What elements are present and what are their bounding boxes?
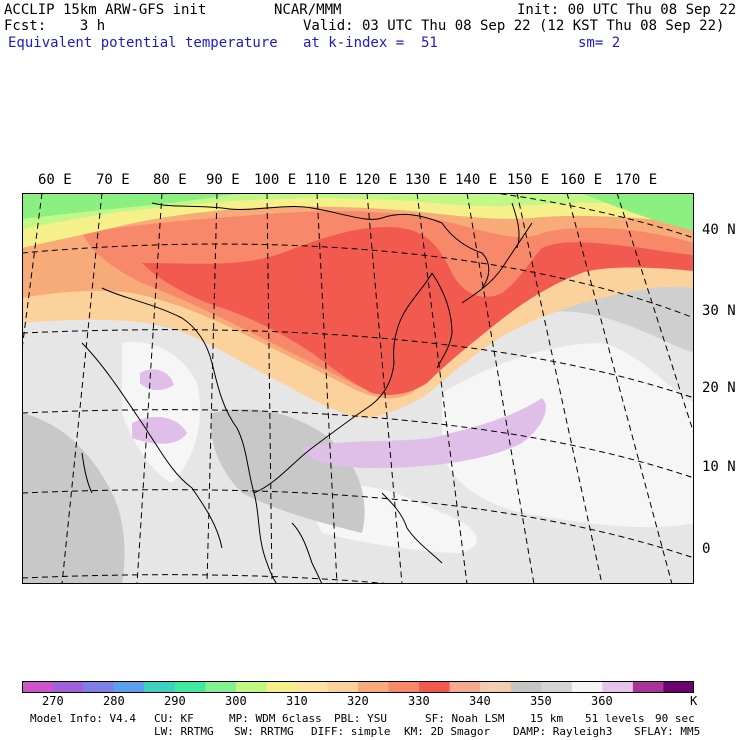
diff-option: DIFF: simple	[311, 725, 391, 738]
contour-fill-green	[22, 193, 242, 219]
colorbar-cell	[235, 681, 267, 693]
sw-scheme: SW: RRTMG	[234, 725, 294, 738]
colorbar-cell	[663, 681, 694, 693]
contour-fill-lavender	[132, 417, 187, 444]
model-title: ACCLIP 15km ARW-GFS init	[4, 2, 207, 18]
theta-e-map	[22, 193, 694, 584]
colorbar-label: 310	[286, 694, 308, 708]
time-step: 90 sec	[655, 712, 695, 725]
org-label: NCAR/MMM	[274, 2, 342, 18]
colorbar-cell	[510, 681, 542, 693]
km-option: KM: 2D Smagor	[404, 725, 491, 738]
colorbar	[22, 681, 694, 693]
colorbar-cell	[419, 681, 451, 693]
lat-label: 0	[702, 541, 711, 557]
lw-scheme: LW: RRTMG	[154, 725, 214, 738]
smoothing-label: sm= 2	[578, 35, 621, 51]
contour-fill-gray	[22, 413, 125, 584]
colorbar-cell	[266, 681, 298, 693]
level-label: at k-index = 51	[303, 35, 438, 51]
lon-label: 110 E	[305, 172, 348, 188]
lon-label: 130 E	[405, 172, 448, 188]
contour-fill-lightgreen	[22, 193, 694, 229]
colorbar-cell	[358, 681, 390, 693]
lat-label: 40 N	[702, 222, 736, 238]
lon-label: 140 E	[455, 172, 498, 188]
lon-label: 170 E	[615, 172, 658, 188]
colorbar-label: 330	[408, 694, 430, 708]
colorbar-label: 280	[103, 694, 125, 708]
colorbar-cell	[52, 681, 84, 693]
colorbar-cell	[22, 681, 54, 693]
lat-label: 20 N	[702, 380, 736, 396]
colorbar-label: 350	[530, 694, 552, 708]
coastlines	[81, 202, 533, 584]
colorbar-cell	[388, 681, 420, 693]
lat-label: 10 N	[702, 459, 736, 475]
colorbar-cell	[571, 681, 603, 693]
lon-label: 60 E	[38, 172, 72, 188]
lon-label: 90 E	[206, 172, 240, 188]
damp-option: DAMP: Rayleigh3	[513, 725, 613, 738]
colorbar-cell	[174, 681, 206, 693]
lat-label: 30 N	[702, 303, 736, 319]
pbl-scheme: PBL: YSU	[334, 712, 387, 725]
sf-scheme: SF: Noah LSM	[425, 712, 505, 725]
vertical-levels: 51 levels	[585, 712, 645, 725]
contour-fill-red	[142, 227, 694, 395]
init-time: Init: 00 UTC Thu 08 Sep 22	[517, 2, 737, 18]
lon-label: 80 E	[153, 172, 187, 188]
colorbar-cell	[205, 681, 237, 693]
colorbar-cell	[296, 681, 328, 693]
contour-fill-green	[582, 193, 694, 231]
colorbar-cell	[327, 681, 359, 693]
lon-label: 100 E	[254, 172, 297, 188]
lon-label: 70 E	[96, 172, 130, 188]
lon-label: 120 E	[355, 172, 398, 188]
colorbar-unit: K	[690, 694, 698, 708]
model-info: Model Info: V4.4	[30, 712, 136, 725]
contour-fill-white	[442, 343, 694, 528]
colorbar-label: 300	[225, 694, 247, 708]
contour-fill-gray	[211, 409, 365, 533]
colorbar-label: 340	[469, 694, 491, 708]
forecast-hour: Fcst: 3 h	[4, 18, 106, 34]
cu-scheme: CU: KF	[154, 712, 194, 725]
colorbar-cell	[449, 681, 481, 693]
colorbar-cell	[144, 681, 176, 693]
colorbar-cell	[113, 681, 145, 693]
contour-fill-lavender	[302, 398, 546, 468]
colorbar-cell	[83, 681, 115, 693]
mp-scheme: MP: WDM 6class	[229, 712, 322, 725]
lon-label: 150 E	[507, 172, 550, 188]
grid-spacing: 15 km	[530, 712, 564, 725]
lon-label: 160 E	[560, 172, 603, 188]
sflay-option: SFLAY: MM5	[634, 725, 701, 738]
graticule	[22, 193, 694, 584]
colorbar-label: 290	[164, 694, 186, 708]
colorbar-cell	[480, 681, 512, 693]
field-name: Equivalent potential temperature	[8, 35, 278, 51]
colorbar-label: 360	[591, 694, 613, 708]
map-frame	[22, 193, 694, 584]
contour-fill-lavender	[140, 369, 174, 391]
colorbar-label: 320	[347, 694, 369, 708]
valid-time: Valid: 03 UTC Thu 08 Sep 22 (12 KST Thu …	[303, 18, 725, 34]
colorbar-label: 270	[42, 694, 64, 708]
colorbar-cell	[632, 681, 664, 693]
colorbar-cell	[541, 681, 573, 693]
colorbar-cell	[602, 681, 634, 693]
